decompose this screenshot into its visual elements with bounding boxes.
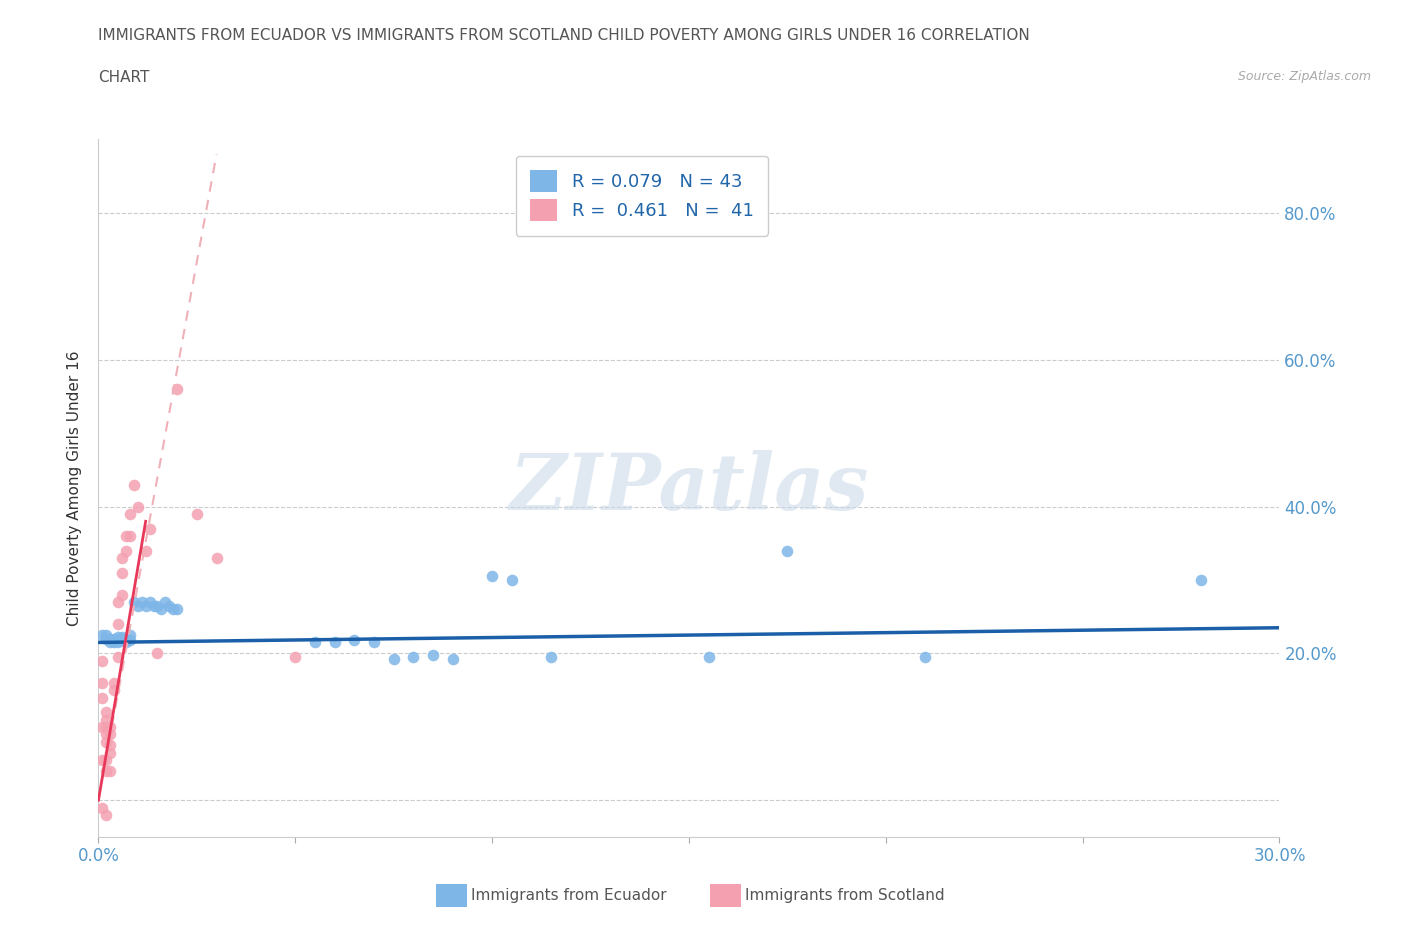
Point [481, 569, 503, 584]
Point [111, 587, 134, 602]
Text: IMMIGRANTS FROM ECUADOR VS IMMIGRANTS FROM SCOTLAND CHILD POVERTY AMONG GIRLS UN: IMMIGRANTS FROM ECUADOR VS IMMIGRANTS FR… [98, 28, 1031, 43]
Point [96, 726, 118, 741]
Point [697, 650, 720, 665]
Point [111, 630, 134, 644]
Point [142, 598, 165, 613]
Point [103, 635, 125, 650]
Point [501, 573, 523, 588]
Point [146, 646, 169, 661]
Point [323, 635, 346, 650]
Point [107, 650, 129, 665]
Point [127, 598, 149, 613]
Point [118, 507, 141, 522]
Point [363, 635, 385, 650]
Point [98, 720, 121, 735]
Point [103, 683, 125, 698]
Text: Source: ZipAtlas.com: Source: ZipAtlas.com [1237, 70, 1371, 83]
Point [115, 632, 138, 647]
Point [103, 631, 125, 646]
Point [96, 734, 118, 749]
Point [122, 594, 145, 609]
Point [382, 652, 405, 667]
Point [91, 690, 114, 705]
Point [304, 635, 326, 650]
Point [146, 598, 169, 613]
Point [422, 647, 444, 662]
Text: Immigrants from Ecuador: Immigrants from Ecuador [471, 888, 666, 903]
Point [402, 650, 425, 665]
Point [103, 675, 125, 690]
Y-axis label: Child Poverty Among Girls Under 16: Child Poverty Among Girls Under 16 [67, 351, 83, 626]
Point [1189, 573, 1212, 588]
Point [540, 650, 562, 665]
Point [914, 650, 936, 665]
Point [150, 602, 173, 617]
Point [96, 752, 118, 767]
Point [441, 652, 464, 667]
Point [118, 628, 141, 643]
Point [162, 602, 184, 617]
Point [138, 521, 160, 536]
Point [96, 764, 118, 778]
Point [111, 631, 134, 646]
Point [118, 528, 141, 543]
Point [96, 631, 118, 646]
Point [98, 745, 121, 760]
Point [155, 594, 177, 609]
Point [98, 631, 121, 646]
Point [91, 720, 114, 735]
Point [135, 543, 157, 558]
Point [776, 543, 799, 558]
Point [115, 528, 138, 543]
Point [111, 565, 134, 580]
Point [138, 594, 160, 609]
Point [107, 632, 129, 647]
Point [107, 630, 129, 644]
Point [98, 726, 121, 741]
Text: CHART: CHART [98, 70, 150, 85]
Point [98, 764, 121, 778]
Point [157, 598, 180, 613]
Legend: R = 0.079   N = 43, R =  0.461   N =  41: R = 0.079 N = 43, R = 0.461 N = 41 [516, 155, 768, 235]
Point [91, 654, 114, 669]
Point [118, 632, 141, 647]
Point [186, 507, 208, 522]
Point [131, 594, 153, 609]
Point [98, 635, 121, 650]
Point [96, 705, 118, 720]
Point [115, 543, 138, 558]
Point [91, 675, 114, 690]
Point [107, 635, 129, 650]
Point [107, 594, 129, 609]
Point [111, 551, 134, 565]
Point [284, 650, 307, 665]
Point [343, 632, 366, 647]
Point [96, 720, 118, 735]
Point [166, 381, 188, 396]
Point [135, 598, 157, 613]
Point [205, 551, 228, 565]
Point [115, 635, 138, 650]
Point [166, 602, 188, 617]
Point [91, 752, 114, 767]
Point [91, 800, 114, 815]
Point [96, 712, 118, 727]
Point [98, 737, 121, 752]
Point [127, 499, 149, 514]
Text: Immigrants from Scotland: Immigrants from Scotland [745, 888, 945, 903]
Point [107, 617, 129, 631]
Point [96, 807, 118, 822]
Point [96, 628, 118, 643]
Point [91, 628, 114, 643]
Point [122, 477, 145, 492]
Text: ZIPatlas: ZIPatlas [509, 450, 869, 526]
